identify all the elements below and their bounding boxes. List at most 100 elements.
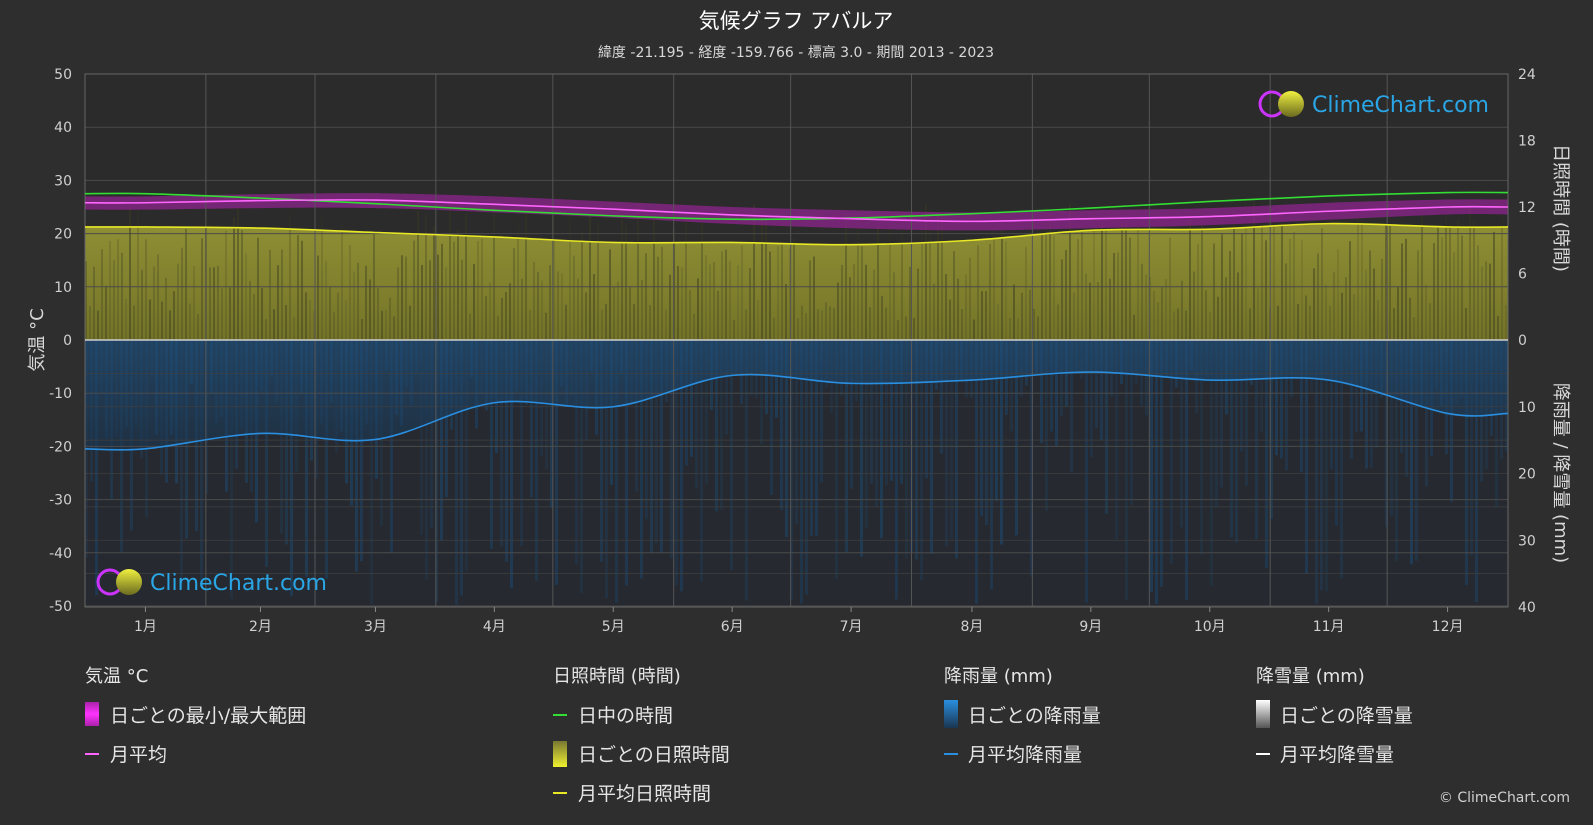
daily-sunshine-bar [713,262,715,340]
daily-sunshine-bar [625,225,627,340]
chart-subtitle: 緯度 -21.195 - 経度 -159.766 - 標高 3.0 - 期間 2… [598,44,994,61]
daily-rain-bar [680,340,683,592]
daily-sunshine-bar [201,238,203,340]
daily-sunshine-bar [493,204,495,340]
daily-rain-bar [500,340,503,547]
daily-rain-bar [1405,340,1408,477]
daily-sunshine-bar [1109,278,1111,340]
daily-sunshine-bar [1309,305,1311,340]
daily-rain-bar [180,340,183,588]
daily-sunshine-bar [1213,243,1215,340]
brand-logo-bottom[interactable]: ClimeChart.com [96,568,327,596]
daily-rain-bar [1070,340,1073,473]
daily-sunshine-bar [1253,202,1255,340]
daily-rain-bar [555,340,558,585]
left-tick-label: -40 [49,546,72,562]
daily-sunshine-bar [165,277,167,340]
daily-sunshine-bar [1441,237,1443,340]
daily-sunshine-bar [337,292,339,340]
daily-sunshine-bar [1233,211,1235,340]
daily-sunshine-bar [1217,296,1219,340]
daily-rain-bar [435,340,438,603]
daily-sunshine-bar [1357,203,1359,340]
daily-sunshine-bar [209,267,211,340]
daily-sunshine-bar [533,261,535,340]
brand-name-top: ClimeChart.com [1312,93,1489,118]
daily-sunshine-bar [605,303,607,340]
daily-sunshine-bar [1329,305,1331,340]
daily-sunshine-bar [1353,293,1355,340]
daily-sunshine-bar [349,245,351,340]
daily-sunshine-bar [473,263,475,340]
daily-sunshine-bar [873,269,875,340]
daily-rain-bar [1125,340,1128,600]
daily-rain-bar [645,340,648,520]
brand-logo-top[interactable]: ClimeChart.com [1258,90,1489,118]
daily-sunshine-bar [1469,209,1471,340]
daily-sunshine-bar [1417,250,1419,340]
daily-sunshine-bar [429,260,431,340]
daily-sunshine-bar [1001,230,1003,340]
month-label: 3月 [364,619,387,635]
daily-sunshine-bar [853,264,855,340]
daily-sunshine-bar [93,266,95,340]
month-label: 4月 [483,619,506,635]
daily-rain-bar [705,340,708,485]
daily-sunshine-bar [1457,219,1459,340]
daily-sunshine-bar [401,255,403,340]
daily-sunshine-bar [145,239,147,340]
daily-rain-bar [1000,340,1003,545]
daily-sunshine-bar [1169,237,1171,340]
daily-sunshine-bar [877,226,879,340]
daily-sunshine-bar [1005,241,1007,340]
daily-sunshine-bar [1365,269,1367,340]
daily-rain-bar [1315,340,1318,604]
daily-sunshine-bar [801,305,803,340]
daily-sunshine-bar [1341,292,1343,340]
daily-sunshine-bar [1493,231,1495,340]
daily-rain-bar [285,340,288,545]
daily-rain-bar [1375,340,1378,449]
daily-rain-bar [640,340,643,579]
daily-sunshine-bar [889,229,891,340]
daily-sunshine-bar [1489,263,1491,340]
daily-rain-bar [800,340,803,604]
brand-name-bottom: ClimeChart.com [150,571,327,596]
daily-sunshine-bar [381,310,383,340]
daily-rain-bar [1395,340,1398,561]
daily-sunshine-bar [621,209,623,340]
daily-sunshine-bar [657,256,659,340]
daily-sunshine-bar [189,303,191,340]
daily-sunshine-bar [221,288,223,340]
daily-rain-bar [925,340,928,479]
daily-sunshine-bar [481,238,483,340]
daily-sunshine-bar [1389,224,1391,340]
daily-sunshine-bar [125,298,127,340]
legend-swatch-daily-rain [944,700,958,728]
legend-item-daylight: 日中の時間 [578,705,673,727]
daily-sunshine-bar [725,249,727,340]
daily-rain-bar [1300,340,1303,473]
daily-rain-bar [700,340,703,582]
daily-sunshine-bar [333,312,335,340]
daily-sunshine-bar [1209,312,1211,340]
daily-sunshine-bar [1125,219,1127,340]
sunshine-avg-line [84,222,1509,246]
daily-rain-bar [600,340,603,562]
legend-item-rain-avg: 月平均降雨量 [968,744,1082,766]
daily-sunshine-bar [325,260,327,340]
daily-sunshine-bar [89,306,91,340]
daily-rain-bar [835,340,838,579]
legend-heading-sunshine: 日照時間 (時間) [553,666,681,687]
daily-sunshine-bar [1173,311,1175,340]
daily-sunshine-bar [817,309,819,340]
daily-rain-bar [770,340,773,496]
daily-sunshine-bar [689,290,691,340]
daily-rain-bar [1040,340,1043,444]
daily-sunshine-bar [261,287,263,340]
daily-sunshine-bar [321,218,323,340]
daily-sunshine-bar [665,309,667,340]
daily-sunshine-bar [1473,221,1475,340]
daily-sunshine-bar [705,255,707,340]
daily-rain-bar [860,340,863,557]
